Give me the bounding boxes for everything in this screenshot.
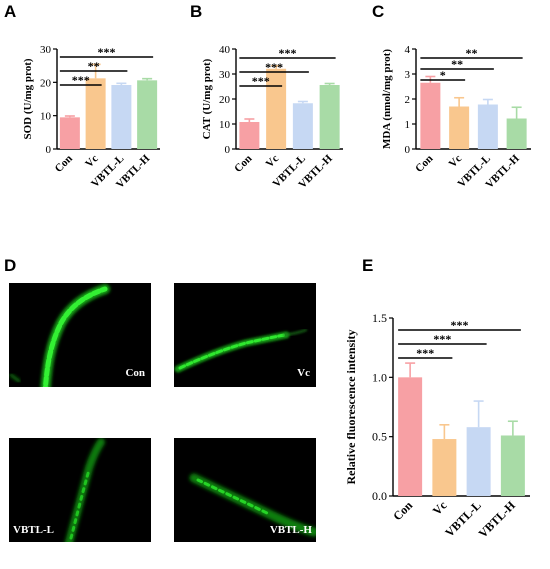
micrograph-label-vbtl-l: VBTL-L [13,524,54,536]
chart-e-sig-label: *** [451,318,469,332]
chart-c-bar-vc [449,106,470,149]
panel-letter-d: D [4,256,17,275]
chart-c-bar-vbtl-l [477,104,498,149]
chart-e-bar-vbtl-l [466,427,491,496]
chart-a-sig-label: *** [72,73,90,87]
chart-c-bar-vbtl-h [506,118,527,149]
chart-c-ytick-label: 1 [405,119,411,131]
panel-letter-a: A [4,2,17,21]
worm-vbtl-h-image [189,473,316,537]
chart-b-bar-vc [266,68,287,149]
chart-a-ytick-label: 20 [40,77,52,89]
chart-a-ytick-label: 30 [40,44,52,56]
chart-e-sig-label: *** [416,346,434,360]
chart-e-sig-label: *** [433,332,451,346]
micrograph-label-con: Con [125,367,145,379]
chart-e-ytick-label: 1.5 [372,311,387,325]
chart-c-ytick-label: 3 [405,69,411,81]
chart-a-ytick-label: 10 [40,111,52,123]
chart-c-xtick-label: Con [413,153,435,175]
panel-letter-e: E [362,256,374,275]
chart-b-bar-vbtl-l [292,103,313,149]
chart-a-bar-vbtl-l [111,85,132,149]
chart-e-xtick-label: Vc [430,498,450,518]
chart-a-bar-vbtl-h [137,80,158,149]
chart-a-ytick-label: 0 [46,144,52,156]
chart-e-bar-con [398,377,423,496]
micrograph-label-vc: Vc [297,367,310,379]
chart-c-sig-label: * [440,68,446,82]
chart-b-bar-vbtl-h [319,85,340,149]
chart-e-bar-vbtl-h [500,435,525,496]
chart-e-xtick-label: VBTL-H [476,498,519,541]
chart-b-xtick-label: Con [232,153,254,175]
micrograph-vc: Vc [174,283,316,387]
worm-con-image [9,284,110,387]
chart-a-sig-label: *** [98,45,116,59]
micrograph-vbtl-l: VBTL-L [9,438,151,542]
panel-letter-b: B [190,2,203,21]
chart-c-ytick-label: 2 [405,94,411,106]
micrograph-vbtl-h: VBTL-H [174,438,316,542]
panel-letter-c: C [372,2,385,21]
chart-b-ytick-label: 10 [219,119,231,131]
chart-e-xtick-label: Con [390,498,415,523]
chart-c-bar-con [420,82,441,149]
chart-a-y-axis-label: SOD (U/mg prot) [22,58,34,139]
chart-b-ytick-label: 40 [219,44,231,56]
chart-b-ytick-label: 30 [219,69,231,81]
chart-c-sig-label: ** [466,46,478,60]
chart-c-sig-label: ** [451,57,463,71]
chart-b-ytick-label: 20 [219,94,231,106]
chart-b-sig-label: *** [265,60,283,74]
chart-a-xtick-label: Con [53,153,75,175]
worm-vc-image [174,329,307,373]
chart-e-ytick-label: 1.0 [372,370,387,384]
chart-c-ytick-label: 4 [405,44,411,56]
chart-c-y-axis-label: MDA (nmol/mg prot) [381,49,393,149]
chart-b-bar-con [239,122,260,149]
chart-e-ytick-label: 0.5 [372,430,387,444]
micrograph-label-vbtl-h: VBTL-H [269,524,312,536]
chart-a-bar-vc [85,78,106,149]
chart-b-y-axis-label: CAT (U/mg prot) [201,58,213,139]
chart-a-bar-con [59,117,80,149]
chart-e-bar-vc [432,439,457,496]
worm-vbtl-l-image [65,438,105,542]
chart-a-xtick-label: Vc [83,153,101,171]
chart-b-xtick-label: Vc [264,153,282,171]
micrograph-con: Con [9,283,151,387]
chart-e-ytick-label: 0.0 [372,489,387,503]
chart-a-sig-label: ** [88,59,100,73]
chart-c-ytick-label: 0 [405,144,411,156]
chart-b-ytick-label: 0 [225,144,231,156]
chart-b-sig-label: *** [252,74,270,88]
chart-c-xtick-label: Vc [447,153,465,171]
chart-e-y-axis-label: Relative fluorescence intensity [344,329,358,484]
chart-b-sig-label: *** [279,46,297,60]
